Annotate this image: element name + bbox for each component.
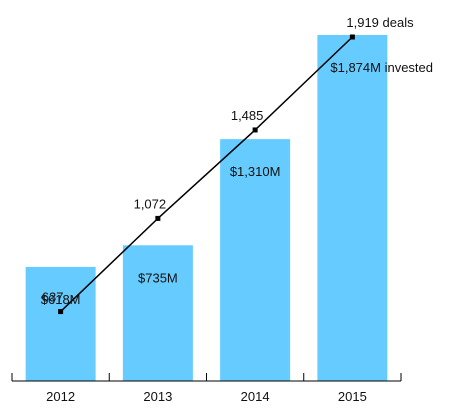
bar-value-label-2012: $618M [41,292,81,307]
deals-point-2014 [252,127,258,133]
bar-2014 [220,139,291,381]
deals-label-2014: 1,485 [231,108,264,123]
bar-value-label-2013: $735M [138,270,178,285]
x-tick-label-2015: 2015 [338,389,367,404]
bar-2012 [25,266,96,381]
deals-label-2015: 1,919 deals [346,15,414,30]
deals-point-2015 [349,34,355,40]
deals-label-2013: 1,072 [134,196,167,211]
bar-value-label-2014: $1,310M [230,164,281,179]
bar-2015 [317,35,388,381]
line-layer [58,34,355,315]
bar-2013 [122,245,193,381]
deals-label-2012: 637 [42,290,64,305]
bar-value-label-2015: $1,874M invested [330,60,433,75]
deals-line [60,36,353,313]
deals-point-2013 [155,215,161,221]
x-tick-label-2012: 2012 [46,389,75,404]
line-labels-layer: 637 1,072 1,485 1,919 deals [42,15,414,305]
x-tick-label-2013: 2013 [143,389,172,404]
x-tick-label-2014: 2014 [241,389,270,404]
deals-point-2012 [58,309,64,315]
bar-labels-layer: $618M $735M $1,310M $1,874M invested [41,60,433,307]
bars-layer [25,35,388,381]
x-axis: 2012 2013 2014 2015 [11,373,402,404]
